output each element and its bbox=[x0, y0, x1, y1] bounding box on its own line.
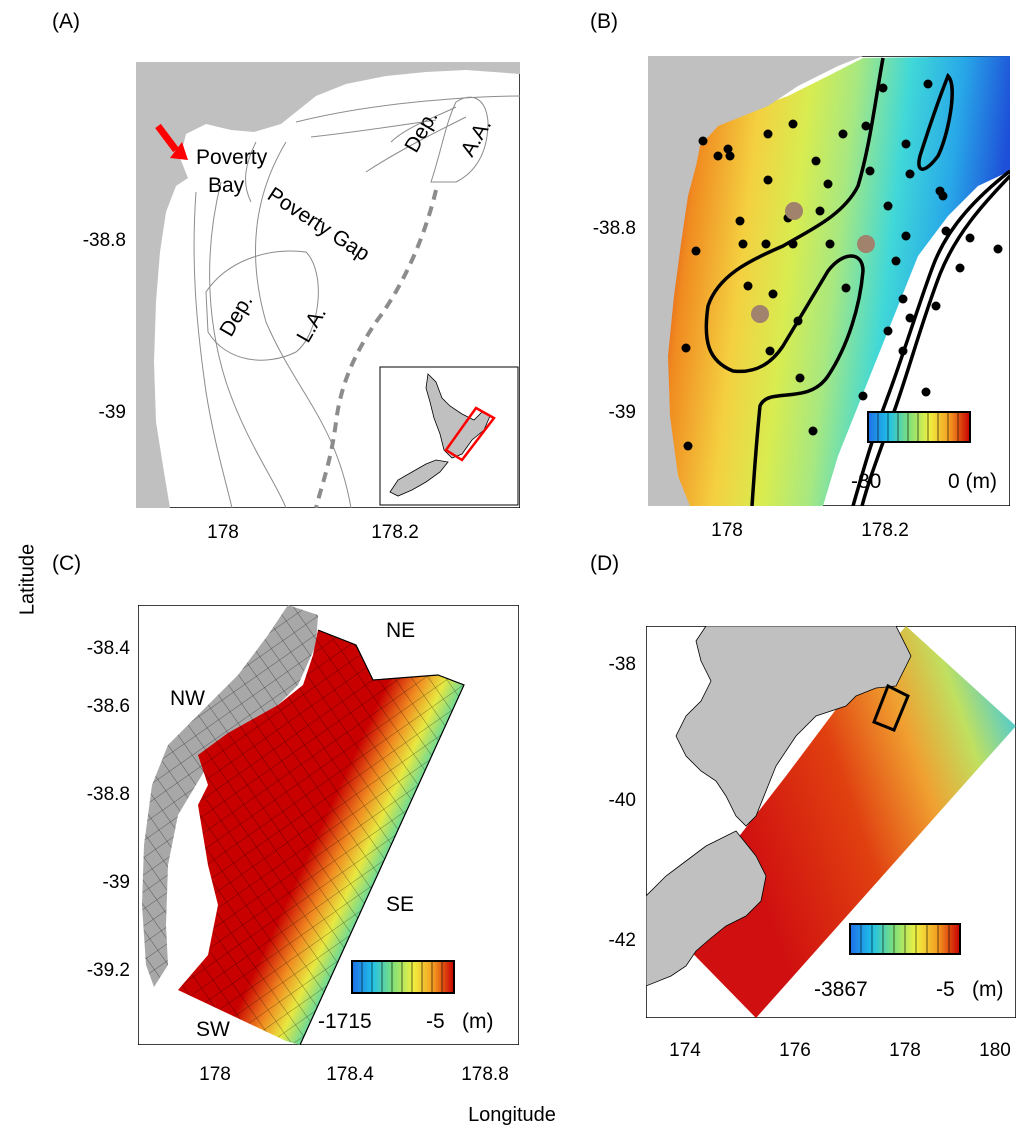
d-ytick-1: -38 bbox=[608, 654, 636, 675]
c-xtick-3: 178.8 bbox=[461, 1064, 509, 1085]
c-ytick-5: -39.2 bbox=[86, 960, 130, 981]
panel-d-study-box bbox=[872, 683, 910, 732]
panel-d-map: -3867 -5 (m) bbox=[646, 626, 1016, 1018]
panel-d-colorbar: -3867 -5 (m) bbox=[814, 923, 1003, 1001]
panel-d-label: (D) bbox=[590, 552, 620, 575]
b-xtick-1: 178 bbox=[711, 520, 743, 541]
panel-a-label: (A) bbox=[52, 10, 80, 33]
panel-b-map: -80 0 (m) bbox=[648, 56, 1010, 506]
panel-b-land bbox=[648, 56, 863, 506]
d-xtick-3: 178 bbox=[889, 1040, 921, 1061]
compass-nw: NW bbox=[170, 687, 205, 710]
a-ytick-2: -39 bbox=[98, 402, 126, 423]
compass-sw: SW bbox=[196, 1018, 230, 1041]
panel-b-colorbar: -80 0 (m) bbox=[851, 411, 997, 493]
d-xtick-4: 180 bbox=[979, 1040, 1011, 1061]
b-ytick-2: -39 bbox=[608, 402, 636, 423]
y-axis-title: Latitude bbox=[16, 543, 39, 616]
panel-d-north-island bbox=[675, 626, 912, 827]
panel-a-land bbox=[136, 62, 520, 508]
b-ytick-1: -38.8 bbox=[592, 218, 636, 239]
c-ytick-2: -38.6 bbox=[86, 696, 130, 717]
arrow-icon bbox=[155, 123, 188, 160]
d-ytick-3: -42 bbox=[608, 930, 636, 951]
panel-a-map: Poverty Bay Poverty Gap Dep. L.A. Dep. A… bbox=[136, 62, 520, 508]
d-colorbar-min: -3867 bbox=[814, 978, 868, 1001]
x-axis-title: Longitude bbox=[468, 1104, 556, 1126]
c-ytick-3: -38.8 bbox=[86, 784, 130, 805]
label-bay: Bay bbox=[208, 174, 245, 197]
c-colorbar-min: -1715 bbox=[318, 1010, 372, 1033]
panel-c-colorbar: -1715 -5 (m) bbox=[318, 960, 493, 1033]
a-xtick-1: 178 bbox=[207, 522, 239, 543]
c-ytick-1: -38.4 bbox=[86, 638, 130, 659]
panel-b-label: (B) bbox=[590, 10, 618, 33]
d-ytick-2: -40 bbox=[608, 790, 636, 811]
panel-b-sites bbox=[751, 202, 875, 323]
label-poverty: Poverty bbox=[196, 146, 268, 169]
b-xtick-2: 178.2 bbox=[861, 520, 909, 541]
compass-ne: NE bbox=[386, 619, 415, 642]
a-ytick-1: -38.8 bbox=[82, 230, 126, 251]
panel-d-domain bbox=[666, 626, 1016, 1018]
d-xtick-2: 176 bbox=[779, 1040, 811, 1061]
c-xtick-1: 178 bbox=[199, 1064, 231, 1085]
b-colorbar-max: 0 (m) bbox=[948, 470, 997, 493]
panel-d-south-island bbox=[646, 830, 767, 987]
panel-a-inset bbox=[379, 366, 519, 506]
panel-c-map: NW NE SE SW -1715 -5 (m) bbox=[138, 605, 519, 1045]
compass-se: SE bbox=[386, 893, 414, 916]
panel-c-label: (C) bbox=[52, 552, 82, 575]
d-colorbar-max: -5 bbox=[936, 978, 955, 1001]
c-colorbar-max: -5 bbox=[426, 1010, 445, 1033]
c-xtick-2: 178.4 bbox=[326, 1064, 374, 1085]
c-ytick-4: -39 bbox=[102, 872, 130, 893]
c-colorbar-unit: (m) bbox=[462, 1010, 493, 1033]
b-colorbar-min: -80 bbox=[851, 470, 881, 493]
d-colorbar-unit: (m) bbox=[972, 978, 1003, 1001]
d-xtick-1: 174 bbox=[669, 1040, 701, 1061]
a-xtick-2: 178.2 bbox=[371, 522, 419, 543]
panel-b-stations bbox=[681, 79, 1003, 451]
